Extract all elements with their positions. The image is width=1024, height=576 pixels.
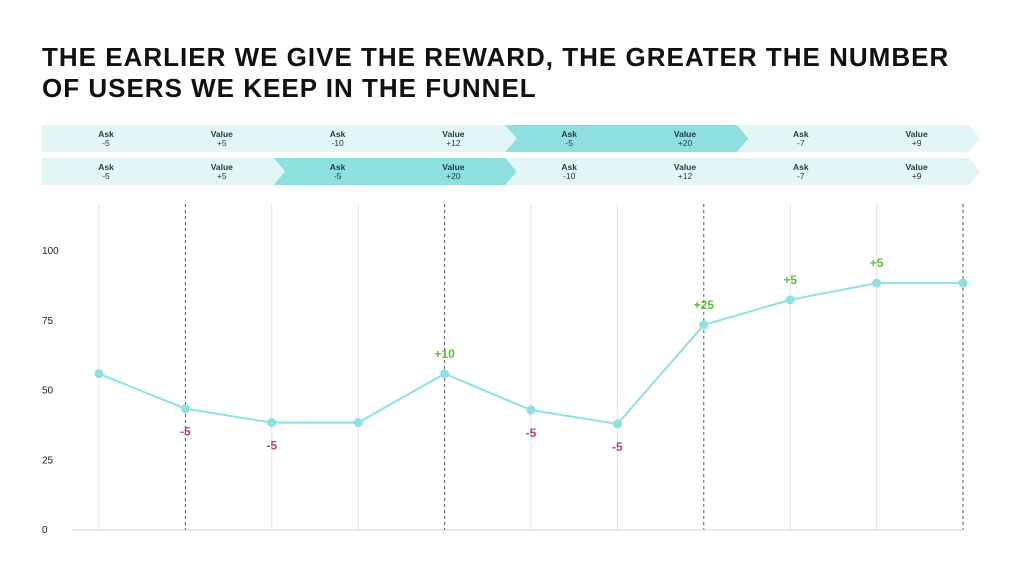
data-point xyxy=(440,369,450,379)
funnel-step-2-5: Ask -10 xyxy=(505,158,634,185)
data-label: +5 xyxy=(783,273,797,287)
data-label: +10 xyxy=(434,347,455,361)
funnel-step-1-5: Ask -5 xyxy=(505,125,634,152)
funnel-step-1-8: Value +9 xyxy=(852,125,981,152)
funnel-step-1-2: Value +5 xyxy=(157,125,286,152)
step-label: Ask xyxy=(793,128,809,139)
step-value: -7 xyxy=(797,170,805,181)
step-label: Value xyxy=(673,128,697,139)
funnel-step-1-4: Value +12 xyxy=(389,125,518,152)
funnel-step-1-6: Value +20 xyxy=(621,125,749,152)
step-value: +12 xyxy=(677,170,693,181)
step-value: -5 xyxy=(333,170,342,181)
funnel-step-2-3: Ask -5 xyxy=(273,158,402,185)
step-label: Value xyxy=(210,161,233,172)
step-label: Ask xyxy=(561,161,577,172)
funnel-step-2-4: Value +20 xyxy=(389,158,518,185)
data-point xyxy=(180,404,190,414)
data-label: -5 xyxy=(612,440,623,454)
step-label: Ask xyxy=(561,128,577,139)
title-line-1: THE EARLIER WE GIVE THE REWARD, THE GREA… xyxy=(42,42,950,72)
step-value: +12 xyxy=(446,137,461,148)
funnel-step-2-7: Ask -7 xyxy=(736,158,865,185)
funnel-step-2-8: Value +9 xyxy=(852,158,981,185)
y-tick-label: 75 xyxy=(42,316,54,327)
line-chart: 0 25 50 75 100 -5 -5 +10 -5 -5 +25 +5 +5 xyxy=(42,204,968,536)
step-value: +9 xyxy=(911,137,922,148)
step-value: -10 xyxy=(331,137,344,148)
funnel-step-1-1: Ask -5 xyxy=(42,125,170,152)
data-label: +25 xyxy=(694,298,715,312)
step-label: Value xyxy=(442,128,465,139)
data-point xyxy=(785,295,795,305)
step-value: +20 xyxy=(677,137,693,148)
y-tick-label: 100 xyxy=(42,246,59,257)
step-label: Ask xyxy=(329,128,346,139)
funnel-step-1-7: Ask -7 xyxy=(736,125,865,152)
step-label: Value xyxy=(905,161,928,172)
y-tick-label: 25 xyxy=(42,455,54,466)
step-label: Value xyxy=(673,161,697,172)
y-tick-label: 50 xyxy=(42,386,54,397)
chart-title: THE EARLIER WE GIVE THE REWARD, THE GREA… xyxy=(42,42,982,104)
funnel-step-2-2: Value +5 xyxy=(157,158,286,185)
data-label: -5 xyxy=(266,439,277,453)
step-value: +9 xyxy=(911,170,922,181)
data-point xyxy=(958,278,968,288)
step-label: Ask xyxy=(98,128,114,139)
step-value: +5 xyxy=(216,170,227,181)
funnel-step-2-1: Ask -5 xyxy=(42,158,170,185)
step-label: Ask xyxy=(329,161,346,172)
y-tick-label: 0 xyxy=(42,525,48,536)
step-label: Value xyxy=(442,161,465,172)
data-label: +5 xyxy=(870,256,884,270)
data-label: -5 xyxy=(526,426,537,440)
data-point xyxy=(267,418,277,428)
data-point xyxy=(94,369,104,379)
step-label: Ask xyxy=(793,161,809,172)
step-label: Value xyxy=(210,128,233,139)
data-point xyxy=(353,418,363,428)
step-value: -5 xyxy=(102,170,110,181)
step-value: -5 xyxy=(102,137,110,148)
step-label: Value xyxy=(905,128,928,139)
data-label: -5 xyxy=(180,425,191,439)
funnel-step-2-6: Value +12 xyxy=(621,158,749,185)
data-point xyxy=(872,278,882,288)
step-value: -7 xyxy=(797,137,805,148)
step-value: +20 xyxy=(446,170,461,181)
step-value: -10 xyxy=(563,170,576,181)
funnel-step-1-3: Ask -10 xyxy=(273,125,402,152)
step-label: Ask xyxy=(98,161,114,172)
data-point xyxy=(526,405,536,415)
step-value: +5 xyxy=(216,137,227,148)
title-line-2: OF USERS WE KEEP IN THE FUNNEL xyxy=(42,73,537,103)
data-point xyxy=(699,320,709,330)
data-point xyxy=(612,419,622,429)
step-value: -5 xyxy=(565,137,573,148)
